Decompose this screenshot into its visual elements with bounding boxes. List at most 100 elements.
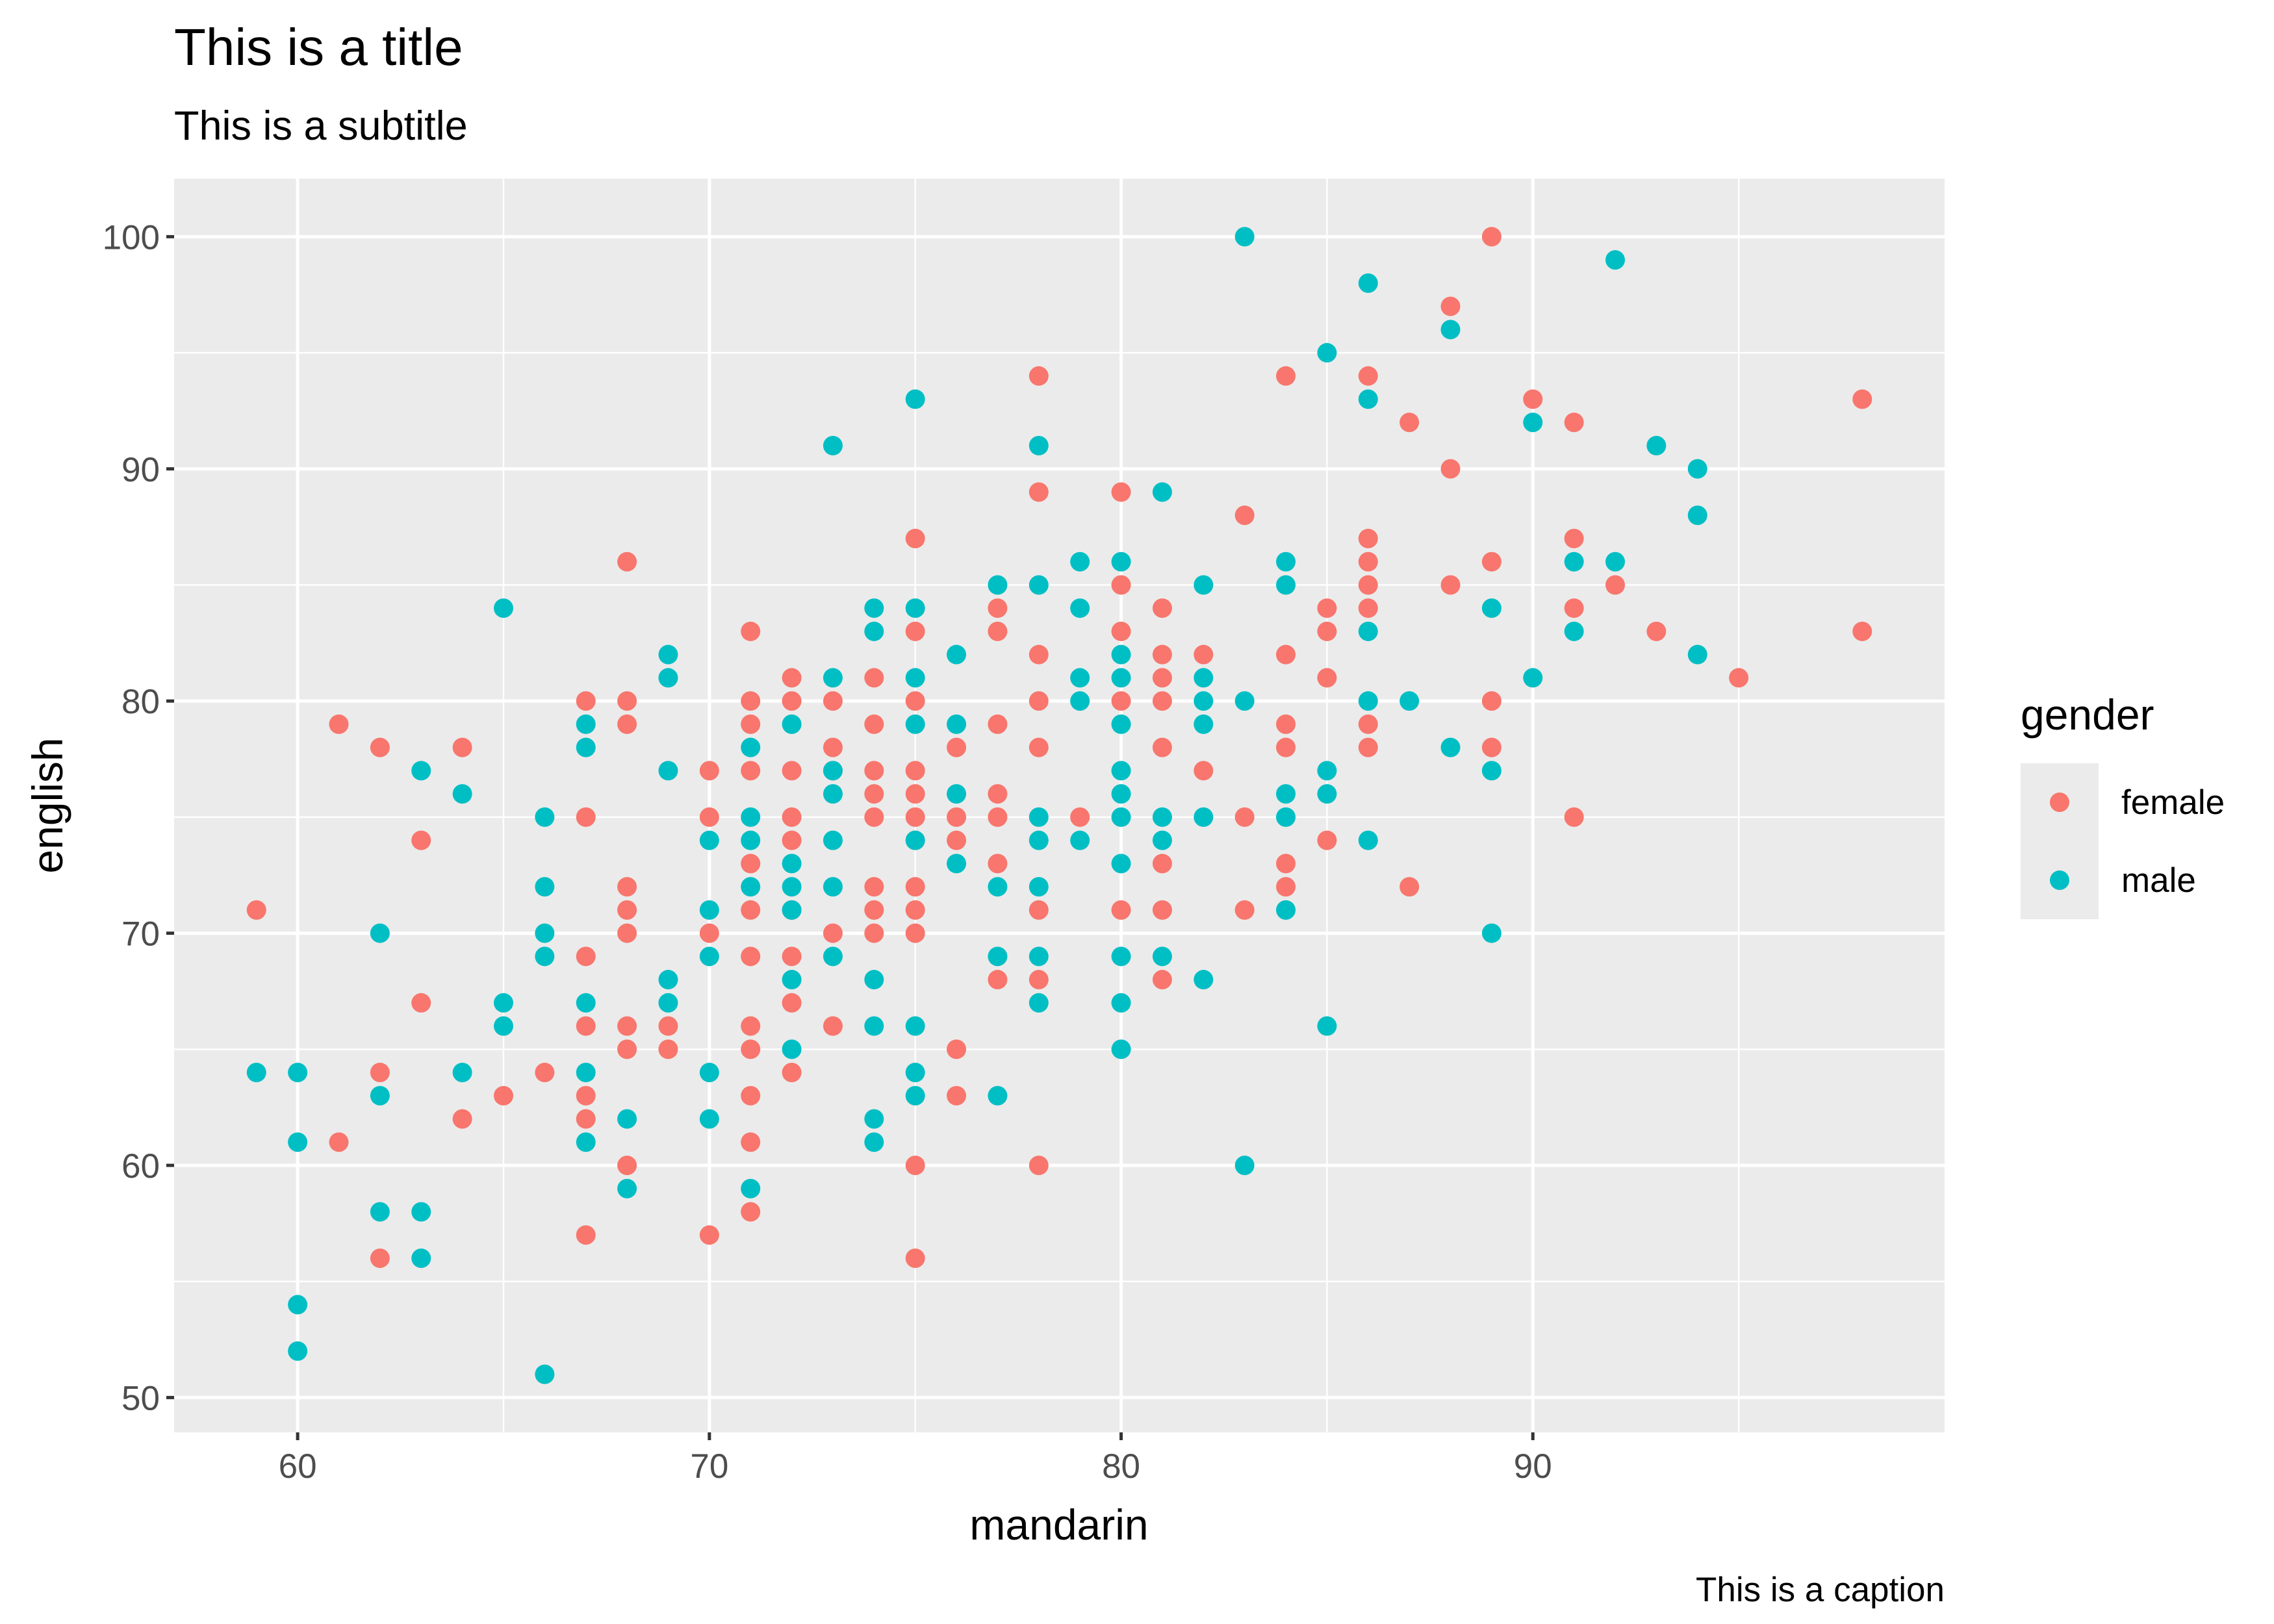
scatter-point-female bbox=[576, 1225, 596, 1245]
scatter-point-female bbox=[370, 1063, 390, 1083]
scatter-point-female bbox=[864, 900, 884, 920]
scatter-point-male bbox=[1605, 552, 1626, 572]
scatter-point-female bbox=[1152, 668, 1172, 688]
scatter-point-female bbox=[782, 691, 802, 711]
scatter-point-male bbox=[1152, 482, 1172, 502]
scatter-point-female bbox=[1481, 691, 1501, 711]
scatter-point-male bbox=[1111, 644, 1131, 665]
scatter-point-female bbox=[1605, 575, 1626, 595]
scatter-point-male bbox=[823, 830, 843, 850]
scatter-point-female bbox=[905, 877, 925, 897]
scatter-point-female bbox=[741, 1039, 761, 1059]
x-tick-label: 80 bbox=[1102, 1447, 1140, 1486]
scatter-point-male bbox=[905, 598, 925, 618]
scatter-point-male bbox=[576, 1063, 596, 1083]
scatter-point-male bbox=[452, 784, 472, 804]
scatter-point-male bbox=[988, 575, 1008, 595]
scatter-point-male bbox=[1523, 668, 1543, 688]
scatter-point-female bbox=[1152, 598, 1172, 618]
scatter-point-female bbox=[1399, 412, 1420, 433]
scatter-point-male bbox=[782, 854, 802, 874]
scatter-point-male bbox=[823, 436, 843, 456]
scatter-point-male bbox=[535, 877, 555, 897]
scatter-point-female bbox=[988, 784, 1008, 804]
scatter-point-female bbox=[1111, 691, 1131, 711]
scatter-point-male bbox=[370, 1085, 390, 1106]
scatter-point-female bbox=[1028, 900, 1049, 920]
scatter-point-male bbox=[1317, 784, 1337, 804]
scatter-point-female bbox=[864, 877, 884, 897]
scatter-point-female bbox=[411, 830, 431, 850]
scatter-point-female bbox=[947, 830, 967, 850]
scatter-point-female bbox=[1317, 621, 1337, 641]
scatter-point-female bbox=[617, 923, 637, 943]
scatter-point-male bbox=[370, 923, 390, 943]
scatter-point-female bbox=[617, 1016, 637, 1036]
x-axis-title: mandarin bbox=[969, 1501, 1148, 1549]
scatter-point-female bbox=[823, 737, 843, 757]
data-points bbox=[246, 227, 1872, 1384]
scatter-point-female bbox=[576, 1085, 596, 1106]
legend-key-female bbox=[2050, 793, 2069, 812]
scatter-point-female bbox=[741, 1085, 761, 1106]
scatter-point-male bbox=[1358, 830, 1378, 850]
scatter-point-male bbox=[864, 621, 884, 641]
scatter-point-male bbox=[823, 668, 843, 688]
scatter-point-female bbox=[1399, 877, 1420, 897]
scatter-point-male bbox=[1070, 691, 1090, 711]
scatter-point-female bbox=[741, 714, 761, 734]
scatter-point-female bbox=[576, 1109, 596, 1129]
chart-title: This is a title bbox=[174, 18, 463, 76]
scatter-point-male bbox=[782, 877, 802, 897]
scatter-point-female bbox=[1358, 737, 1378, 757]
scatter-point-male bbox=[658, 668, 678, 688]
scatter-point-male bbox=[288, 1063, 308, 1083]
scatter-point-male bbox=[493, 1016, 513, 1036]
legend-label-male: male bbox=[2121, 861, 2196, 900]
scatter-point-female bbox=[1523, 389, 1543, 409]
scatter-point-male bbox=[905, 1016, 925, 1036]
scatter-point-female bbox=[658, 1016, 678, 1036]
scatter-point-female bbox=[576, 1016, 596, 1036]
scatter-point-female bbox=[741, 946, 761, 967]
scatter-point-female bbox=[1234, 505, 1255, 526]
scatter-point-male bbox=[535, 946, 555, 967]
scatter-point-male bbox=[741, 807, 761, 827]
scatter-point-female bbox=[1152, 691, 1172, 711]
y-tick-label: 70 bbox=[121, 915, 160, 954]
scatter-point-female bbox=[741, 621, 761, 641]
scatter-point-male bbox=[1152, 946, 1172, 967]
scatter-point-male bbox=[1234, 1155, 1255, 1175]
scatter-point-female bbox=[1358, 528, 1378, 548]
scatter-point-female bbox=[1111, 482, 1131, 502]
scatter-point-female bbox=[1440, 459, 1461, 479]
scatter-point-female bbox=[782, 668, 802, 688]
scatter-point-male bbox=[823, 946, 843, 967]
scatter-point-male bbox=[1111, 668, 1131, 688]
scatter-point-female bbox=[1481, 227, 1501, 247]
scatter-point-male bbox=[576, 737, 596, 757]
scatter-point-male bbox=[699, 1063, 719, 1083]
scatter-point-female bbox=[617, 691, 637, 711]
scatter-point-male bbox=[699, 1109, 719, 1129]
scatter-point-female bbox=[864, 784, 884, 804]
scatter-point-female bbox=[1234, 900, 1255, 920]
scatter-point-male bbox=[823, 784, 843, 804]
scatter-point-male bbox=[1111, 854, 1131, 874]
scatter-point-male bbox=[576, 714, 596, 734]
scatter-point-female bbox=[535, 1063, 555, 1083]
scatter-point-male bbox=[288, 1295, 308, 1315]
scatter-point-female bbox=[1111, 621, 1131, 641]
scatter-point-female bbox=[1194, 644, 1214, 665]
scatter-point-female bbox=[905, 691, 925, 711]
scatter-point-female bbox=[617, 877, 637, 897]
scatter-point-female bbox=[1852, 389, 1872, 409]
chart-caption: This is a caption bbox=[1696, 1571, 1945, 1609]
scatter-point-female bbox=[1234, 807, 1255, 827]
scatter-point-female bbox=[1317, 598, 1337, 618]
plot-panel bbox=[174, 179, 1945, 1432]
scatter-point-male bbox=[1111, 714, 1131, 734]
scatter-point-male bbox=[741, 1178, 761, 1199]
scatter-point-male bbox=[1070, 668, 1090, 688]
